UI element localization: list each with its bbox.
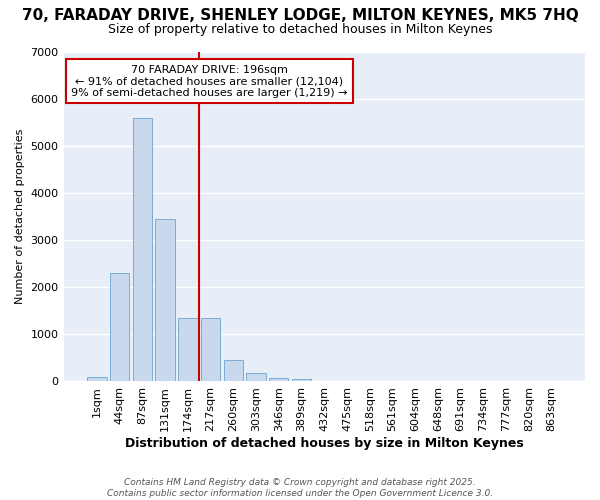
Bar [201,318,220,382]
Bar [155,219,175,382]
Bar [269,378,289,382]
Text: Size of property relative to detached houses in Milton Keynes: Size of property relative to detached ho… [108,22,492,36]
Bar [292,379,311,382]
Bar [224,360,243,382]
Bar [87,376,107,382]
Y-axis label: Number of detached properties: Number of detached properties [15,129,25,304]
Text: 70 FARADAY DRIVE: 196sqm
← 91% of detached houses are smaller (12,104)
9% of sem: 70 FARADAY DRIVE: 196sqm ← 91% of detach… [71,64,348,98]
Bar [178,318,197,382]
Bar [110,273,130,382]
X-axis label: Distribution of detached houses by size in Milton Keynes: Distribution of detached houses by size … [125,437,524,450]
Text: Contains HM Land Registry data © Crown copyright and database right 2025.
Contai: Contains HM Land Registry data © Crown c… [107,478,493,498]
Bar [133,118,152,382]
Bar [247,373,266,382]
Text: 70, FARADAY DRIVE, SHENLEY LODGE, MILTON KEYNES, MK5 7HQ: 70, FARADAY DRIVE, SHENLEY LODGE, MILTON… [22,8,578,22]
